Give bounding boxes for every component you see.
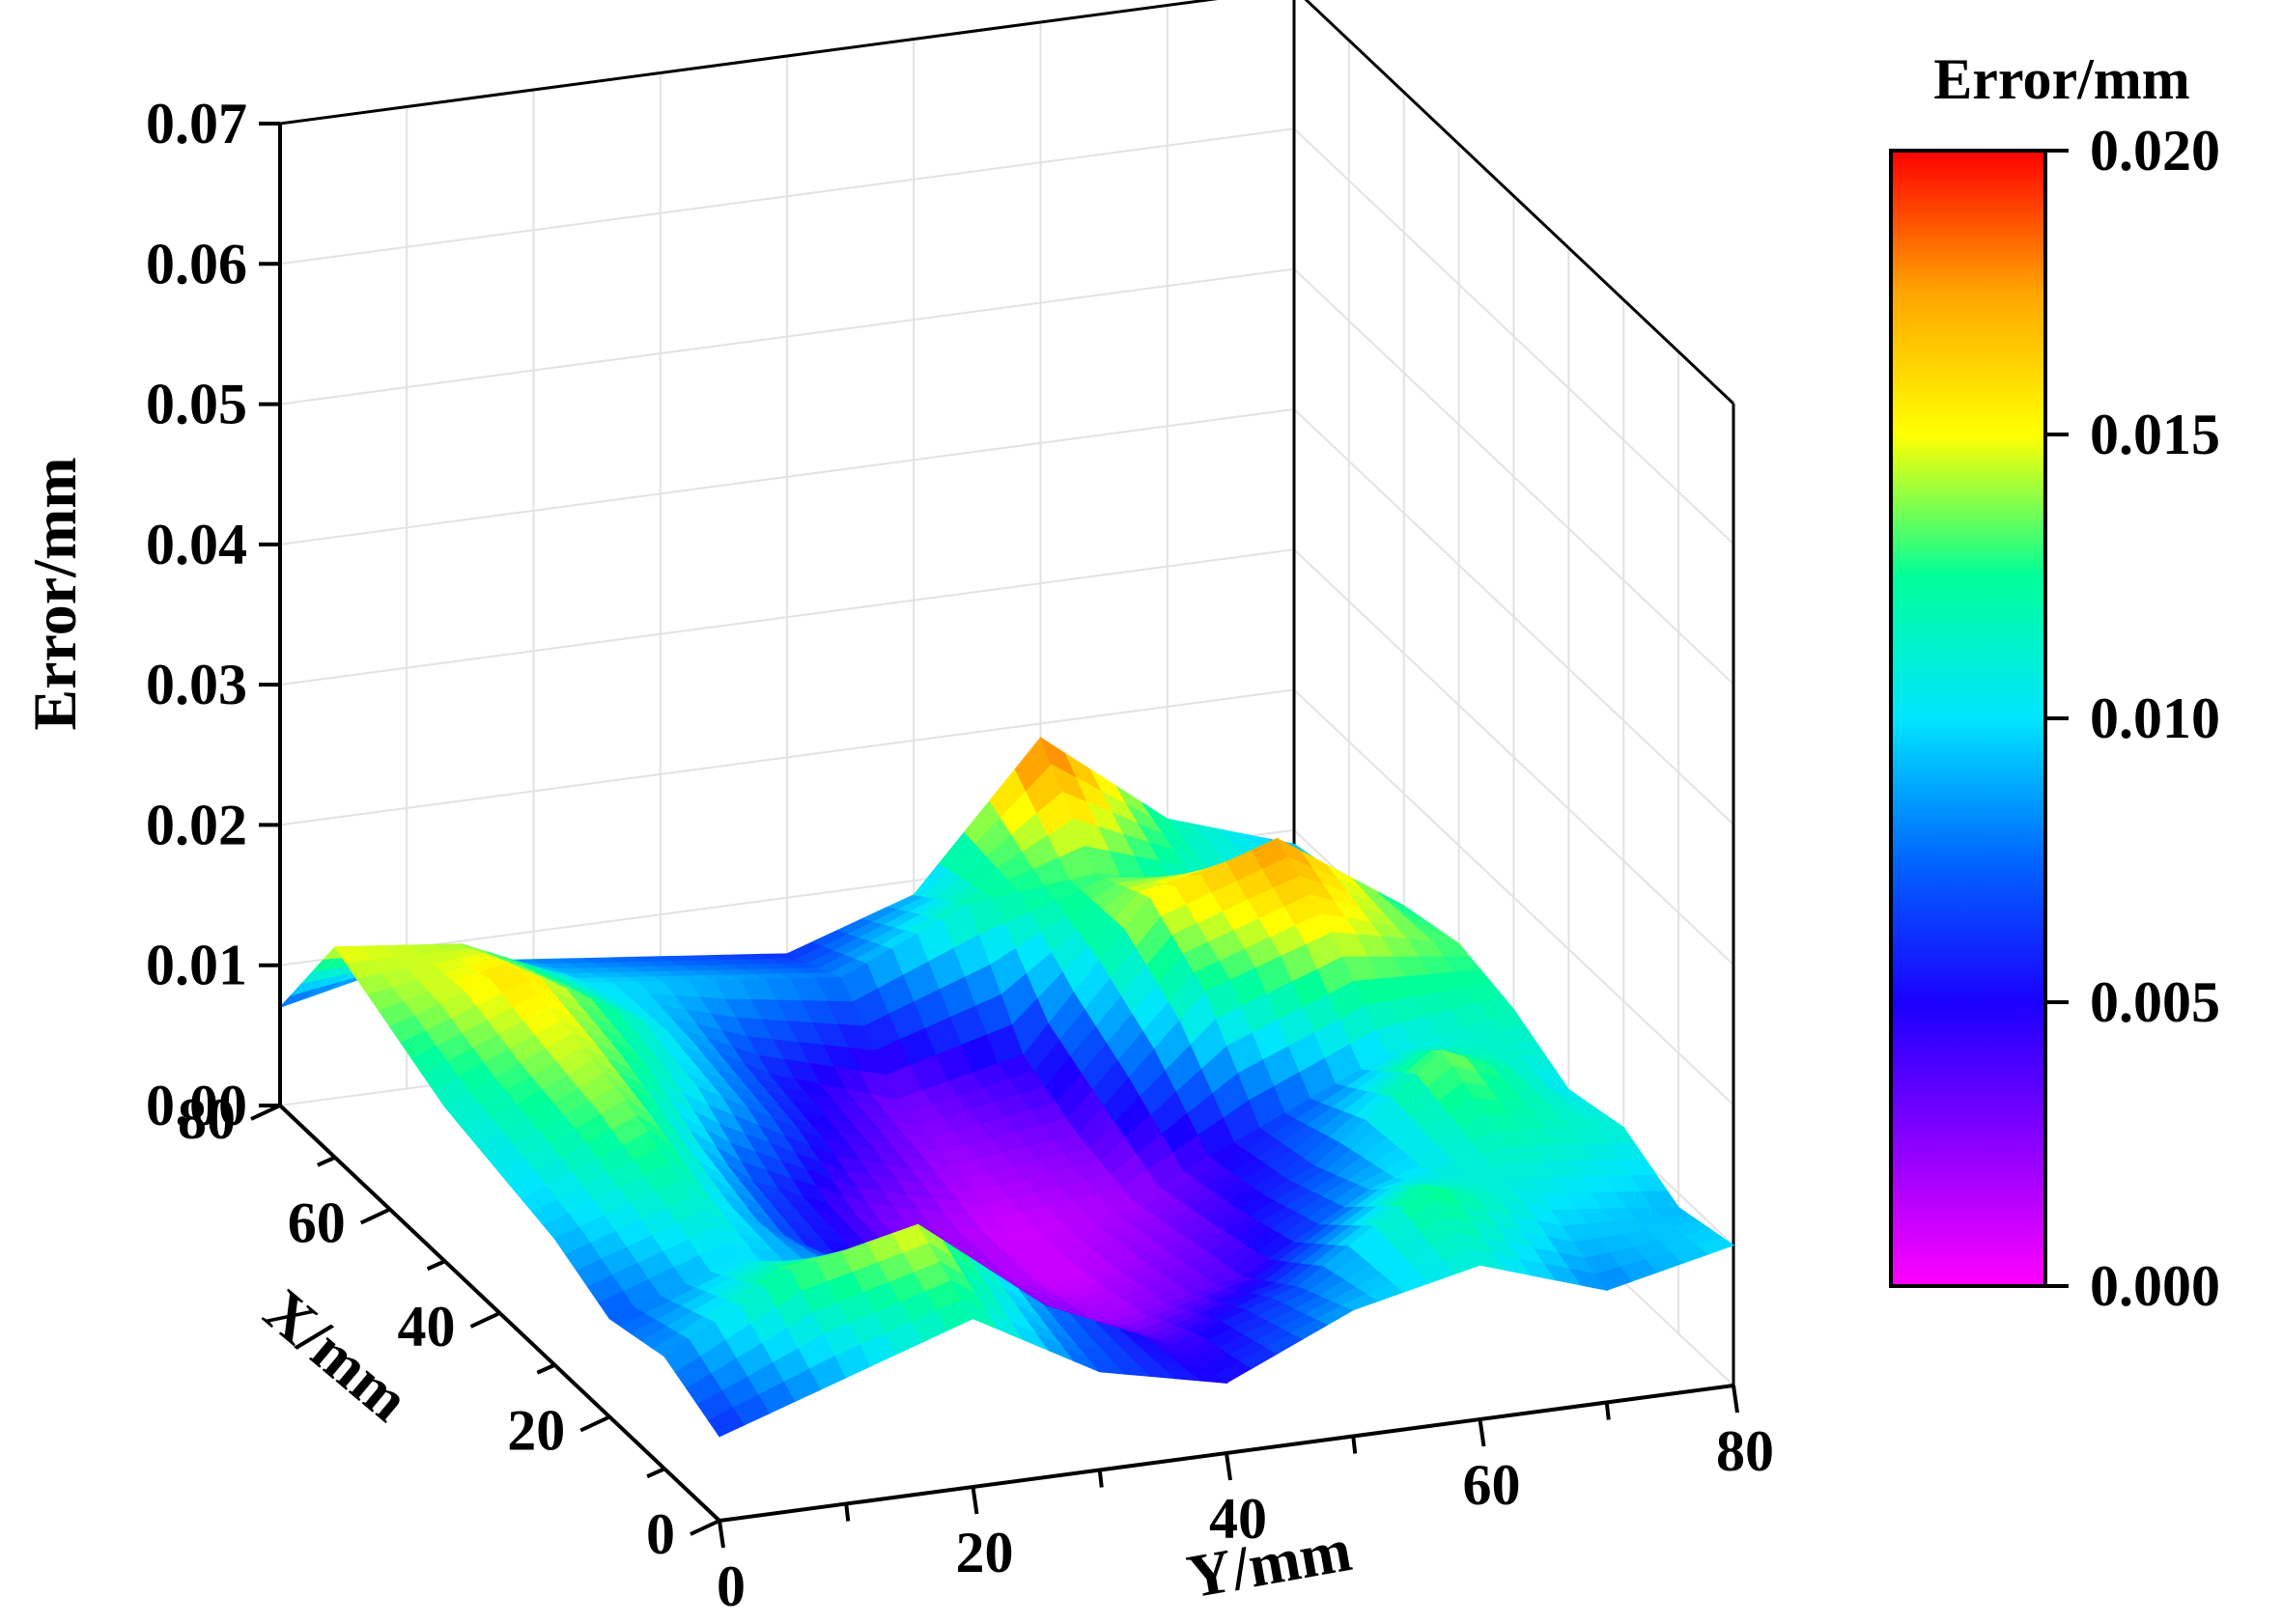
colorbar-ticks: 0.000 0.005 0.010 0.015 0.020 <box>2045 119 2220 1318</box>
x-tick-label: 80 <box>178 1087 236 1151</box>
x-tick-label: 40 <box>398 1295 456 1358</box>
z-tick-label: 0.04 <box>146 513 247 576</box>
y-tick-label: 60 <box>1463 1453 1521 1517</box>
y-tick-label: 80 <box>1716 1419 1774 1483</box>
x-tick-label: 60 <box>288 1191 346 1255</box>
z-tick-label: 0.00 <box>146 1074 247 1137</box>
x-tick-label: 20 <box>507 1399 565 1463</box>
z-tick-label: 0.01 <box>146 934 247 997</box>
z-tick-label: 0.02 <box>146 793 247 856</box>
colorbar-title: Error/mm <box>1933 47 2189 111</box>
z-tick-label: 0.03 <box>146 653 247 716</box>
colorbar: Error/mm 0.000 0.005 0.010 0.015 0.020 <box>1889 47 2220 1318</box>
colorbar-gradient <box>1889 149 2047 1288</box>
colorbar-tick-label: 0.005 <box>2090 970 2220 1034</box>
axes-layer: 0.00 0.01 0.02 0.03 0.04 0.05 0.06 0.07 0 20 40 60 8… <box>146 92 1774 1618</box>
surface-layer <box>279 736 1735 1438</box>
surface-facet <box>1696 1237 1735 1255</box>
y-tick-label: 40 <box>1209 1487 1267 1551</box>
colorbar-tick-label: 0.020 <box>2090 119 2220 182</box>
z-tick-label: 0.05 <box>146 373 247 436</box>
y-tick-label: 0 <box>717 1554 746 1618</box>
y-tick-label: 20 <box>956 1521 1014 1584</box>
z-tick-label: 0.06 <box>146 232 247 295</box>
z-axis-title: Error/mm <box>20 457 89 730</box>
colorbar-tick-label: 0.000 <box>2090 1254 2220 1318</box>
z-tick-label: 0.07 <box>146 92 247 155</box>
x-tick-label: 0 <box>646 1502 675 1566</box>
grid-layer <box>278 0 1735 1386</box>
colorbar-tick-label: 0.015 <box>2090 403 2220 466</box>
colorbar-tick-label: 0.010 <box>2090 686 2220 750</box>
